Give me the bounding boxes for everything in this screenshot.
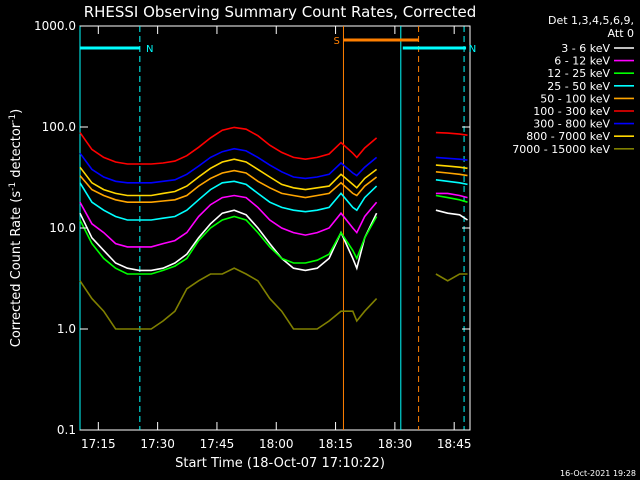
series-line-7 xyxy=(79,158,468,197)
x-tick-label-0: 17:15 xyxy=(81,437,116,451)
y-axis-label-exp1: -1 xyxy=(8,182,18,191)
y-tick-label-1: 1.0 xyxy=(57,322,76,336)
plot-area: N NS 17:15 17:30 17:45 18:00 18:15 18:30 18:45 … xyxy=(34,19,476,451)
y-axis-label-main: Corrected Count Rate (s xyxy=(9,191,24,348)
legend-label-1: 6 - 12 keV xyxy=(554,55,610,68)
series-line-2 xyxy=(79,194,468,275)
y-tick-label-2: 10.0 xyxy=(49,221,76,235)
y-axis-label: Corrected Count Rate (s-1 detector-1) xyxy=(8,109,24,347)
legend-label-7: 800 - 7000 keV xyxy=(526,130,610,143)
legend-header-line-2: Att 0 xyxy=(608,27,634,40)
series-line-1 xyxy=(79,192,468,248)
legend-label-2: 12 - 25 keV xyxy=(547,67,610,80)
legend-label-5: 100 - 300 keV xyxy=(533,105,610,118)
legend-label-0: 3 - 6 keV xyxy=(561,42,610,55)
series-line-4 xyxy=(79,169,468,203)
x-tick-label-2: 17:45 xyxy=(200,437,235,451)
x-axis-ticks: 17:15 17:30 17:45 18:00 18:15 18:30 18:45 xyxy=(81,26,471,451)
y-tick-label-4: 1000.0 xyxy=(34,19,76,33)
x-tick-label-1: 17:30 xyxy=(140,437,175,451)
series-line-6 xyxy=(79,147,468,184)
y-tick-label-0: 0.1 xyxy=(57,423,76,437)
legend-label-8: 7000 - 15000 keV xyxy=(512,143,610,156)
y-axis-label-close: ) xyxy=(9,109,24,114)
legend-header-line-1: Det 1,3,4,5,6,9, xyxy=(548,14,634,27)
x-tick-label-6: 18:45 xyxy=(437,437,472,451)
flag-bars: N NS xyxy=(80,36,476,55)
legend-label-3: 25 - 50 keV xyxy=(547,80,610,93)
flag-label-2: S xyxy=(333,36,339,47)
x-tick-label-4: 18:15 xyxy=(318,437,353,451)
legend-label-6: 300 - 800 keV xyxy=(533,118,610,131)
x-axis-label: Start Time (18-Oct-07 17:10:22) xyxy=(175,456,385,471)
series-line-8 xyxy=(79,267,468,330)
y-axis-ticks: 0.1 1.0 10.0 100.0 1000.0 xyxy=(34,19,470,437)
y-tick-label-3: 100.0 xyxy=(42,120,76,134)
flag-label-0: N xyxy=(146,44,153,55)
x-tick-label-5: 18:30 xyxy=(378,437,413,451)
chart-title: RHESSI Observing Summary Count Rates, Co… xyxy=(84,3,477,21)
footer-date: 16-Oct-2021 19:28 xyxy=(560,469,636,478)
legend-label-4: 50 - 100 keV xyxy=(540,92,610,105)
y-axis-label-exp2: -1 xyxy=(8,114,18,123)
flag-label-1: N xyxy=(469,44,476,55)
series-line-5 xyxy=(79,126,468,165)
y-axis-label-mid: detector xyxy=(9,122,24,182)
series-lines xyxy=(79,126,468,330)
series-line-3 xyxy=(79,179,468,221)
x-tick-label-3: 18:00 xyxy=(259,437,294,451)
